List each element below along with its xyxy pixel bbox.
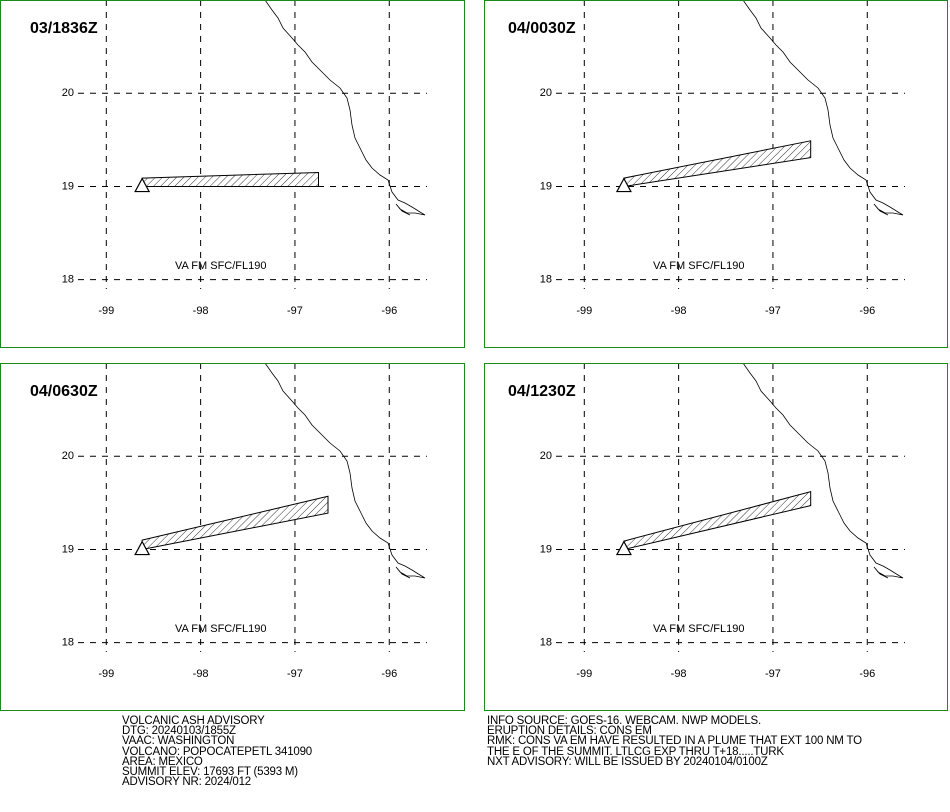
lon-label: -96 [859,305,875,317]
lon-label: -97 [287,305,303,317]
panel: 18 19 20 -99 -98 -97 -96 04/0030Z VA FM SFC/FL19… [508,1,905,317]
volcano-marker [134,177,151,193]
lat-label: 19 [540,543,552,555]
ash-plume [623,140,812,188]
coastline [265,364,426,579]
valid-time: 03/1836Z [30,20,98,37]
advisory-line: THE E OF THE SUMMIT. LTLCG EXP THRU T+18… [487,745,784,758]
lon-label: -99 [576,305,592,317]
lon-label: -98 [671,305,687,317]
panel: 18 19 20 -99 -98 -97 -96 04/0630Z VA FM SFC/FL19… [30,364,427,680]
lat-label: 18 [62,274,74,286]
lat-label: 19 [540,180,552,192]
advisory-line: DTG: 20240103/1855Z [122,725,236,738]
lat-label: 20 [62,450,74,462]
panel: 18 19 20 -99 -98 -97 -96 04/1230Z VA FM SFC/FL19… [508,364,905,680]
advisory-line: AREA: MEXICO [122,755,203,768]
advisory-line: ADVISORY NR: 2024/012 [122,776,251,789]
lon-label: -96 [381,305,397,317]
advisory-line: NXT ADVISORY: WILL BE ISSUED BY 20240104… [487,755,768,768]
lon-label: -99 [576,668,592,680]
lon-label: -98 [671,668,687,680]
valid-time: 04/0630Z [30,383,98,400]
coastline [743,1,904,216]
advisory-line: VAAC: WASHINGTON [122,735,235,748]
advisory-line: RMK: CONS VA EM HAVE RESULTED IN A PLUME… [487,735,862,748]
ash-plume [141,495,329,551]
advisory-line: VOLCANIC ASH ADVISORY [122,715,265,727]
level-label: VA FM SFC/FL190 [653,623,745,635]
level-label: VA FM SFC/FL190 [175,260,267,272]
ash-plume [623,491,812,551]
panel-frame [0,0,465,348]
lon-label: -97 [765,305,781,317]
advisory-line: SUMMIT ELEV: 17693 FT (5393 M) [122,766,298,779]
lon-label: -98 [193,668,209,680]
lat-label: 20 [540,450,552,462]
advisory-map: 18 19 20 -99 -98 -97 -96 03/1836Z VA FM SFC/FL19… [0,0,948,711]
lat-label: 18 [540,274,552,286]
panel: 18 19 20 -99 -98 -97 -96 03/1836Z VA FM SFC/FL19… [30,1,427,317]
lon-label: -99 [98,305,114,317]
valid-time: 04/1230Z [508,383,576,400]
lon-label: -97 [287,668,303,680]
lat-label: 20 [540,87,552,99]
lat-label: 18 [62,637,74,649]
panel-content: 18 19 20 -99 -98 -97 -96 04/0030Z VA FM SFC/FL19… [508,1,905,317]
advisory-line: ERUPTION DETAILS: CONS EM [487,725,652,738]
panel-content: 18 19 20 -99 -98 -97 -96 03/1836Z VA FM SFC/FL19… [30,1,427,317]
panel-frame [484,0,948,348]
lat-label: 19 [62,180,74,192]
panel-content: 18 19 20 -99 -98 -97 -96 04/1230Z VA FM SFC/FL19… [508,364,905,680]
volcano-marker [615,177,632,193]
lat-label: 19 [62,543,74,555]
panel-content: 18 19 20 -99 -98 -97 -96 04/0630Z VA FM SFC/FL19… [30,364,427,680]
panel-frame [0,363,465,711]
panel-frame [484,363,948,711]
coastline [743,364,904,579]
coastline [265,1,426,216]
lon-label: -96 [859,668,875,680]
lon-label: -98 [193,305,209,317]
lat-label: 20 [62,87,74,99]
ash-plume [141,171,319,187]
advisory-text-right: INFO SOURCE: GOES-16. WEBCAM. NWP MODELS… [487,715,862,768]
advisory-text-left: VOLCANIC ASH ADVISORY DTG: 20240103/1855Z… [122,715,312,789]
advisory-line: VOLCANO: POPOCATEPETL 341090 [122,745,312,758]
lon-label: -99 [98,668,114,680]
advisory-line: INFO SOURCE: GOES-16. WEBCAM. NWP MODELS… [487,715,762,727]
lat-label: 18 [540,637,552,649]
valid-time: 04/0030Z [508,20,576,37]
volcano-marker [615,540,632,556]
lon-label: -96 [381,668,397,680]
level-label: VA FM SFC/FL190 [175,623,267,635]
level-label: VA FM SFC/FL190 [653,260,745,272]
volcano-marker [134,540,151,556]
lon-label: -97 [765,668,781,680]
